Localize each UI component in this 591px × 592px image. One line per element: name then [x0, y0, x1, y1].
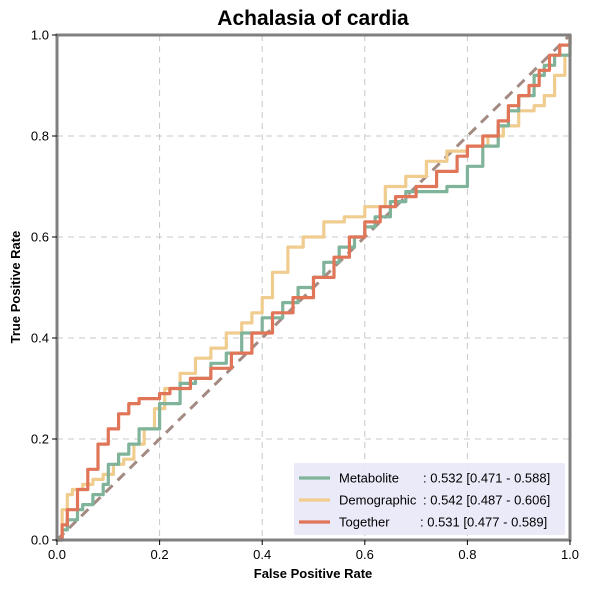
legend-auc-together: : 0.531 [0.477 - 0.589]: [420, 515, 547, 530]
y-tick-label: 1.0: [31, 28, 49, 43]
x-tick-label: 1.0: [561, 547, 579, 562]
y-tick-label: 0.0: [31, 533, 49, 548]
legend-label-metabolite: Metabolite: [339, 471, 399, 486]
series-line-demographic: [57, 35, 572, 542]
y-tick-label: 0.8: [31, 129, 49, 144]
y-tick-label: 0.4: [31, 331, 49, 346]
y-ticks: 0.0 0.2 0.4 0.6 0.8 1.0: [31, 28, 57, 548]
y-axis-label: True Positive Rate: [8, 231, 23, 344]
y-tick-label: 0.2: [31, 432, 49, 447]
series-line-together: [57, 35, 572, 542]
x-tick-label: 0.4: [253, 547, 271, 562]
x-tick-label: 0.8: [458, 547, 476, 562]
y-tick-label: 0.6: [31, 230, 49, 245]
legend-label-together: Together: [339, 515, 390, 530]
x-ticks: 0.0 0.2 0.4 0.6 0.8 1.0: [48, 540, 579, 562]
legend: Metabolite : 0.532 [0.471 - 0.588] Demogra…: [294, 463, 565, 535]
x-axis-label: False Positive Rate: [254, 566, 373, 581]
plot-frame: [55, 33, 572, 542]
x-tick-label: 0.2: [151, 547, 169, 562]
legend-label-demographic: Demographic: [339, 493, 417, 508]
x-tick-label: 0.6: [356, 547, 374, 562]
x-tick-label: 0.0: [48, 547, 66, 562]
series-group: [57, 35, 572, 542]
chart-title: Achalasia of cardia: [217, 7, 409, 30]
legend-auc-metabolite: : 0.532 [0.471 - 0.588]: [423, 471, 550, 486]
legend-auc-demographic: : 0.542 [0.487 - 0.606]: [423, 493, 550, 508]
legend-box: [294, 463, 565, 535]
